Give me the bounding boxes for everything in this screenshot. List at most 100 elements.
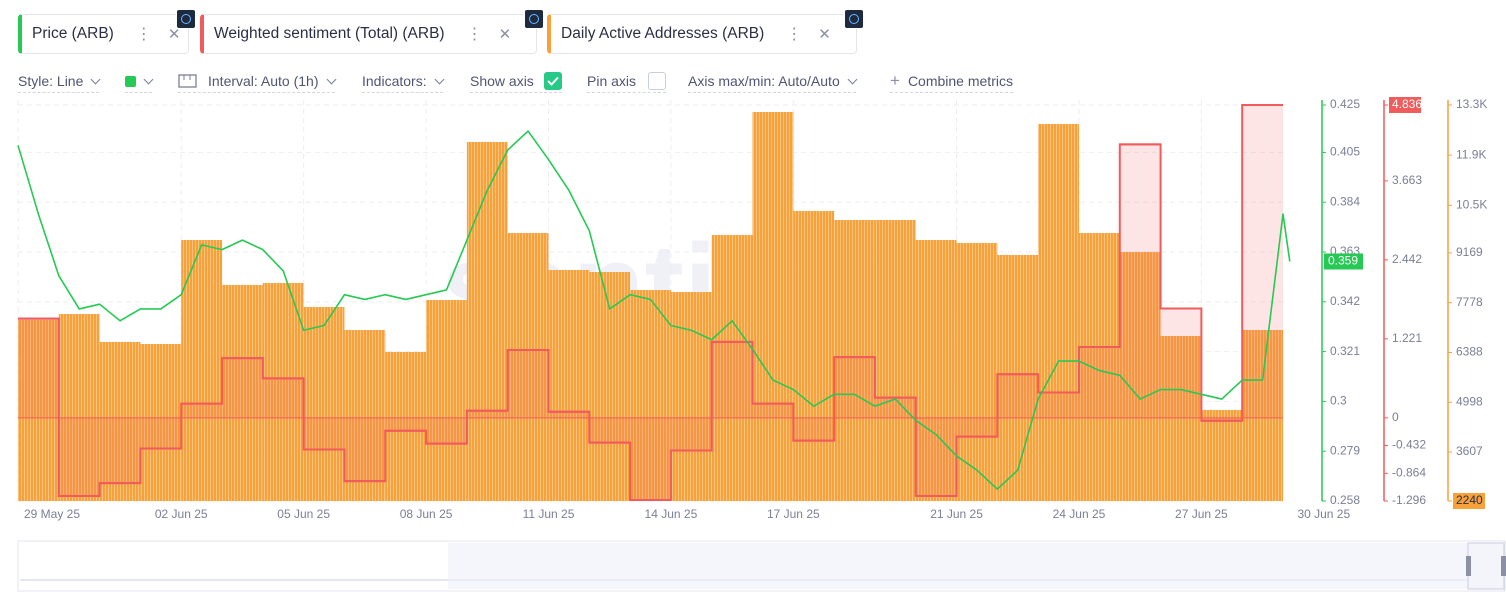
- color-dropdown[interactable]: [125, 70, 154, 93]
- bar: [589, 271, 631, 501]
- navigator-handle[interactable]: [1466, 556, 1471, 576]
- metric-label: Weighted sentiment (Total) (ARB): [214, 25, 445, 42]
- bar: [793, 210, 835, 501]
- bar: [1078, 233, 1120, 501]
- metric-label: Daily Active Addresses (ARB): [561, 25, 765, 42]
- bar: [222, 284, 263, 501]
- axis-range-dropdown[interactable]: Axis max/min: Auto/Auto: [688, 70, 858, 93]
- y-tick-label: 2240: [1456, 493, 1483, 507]
- navigator-handle[interactable]: [1501, 556, 1506, 576]
- label: Axis max/min: Auto/Auto: [688, 73, 840, 89]
- x-tick-label: 14 Jun 25: [645, 507, 698, 521]
- label: Style: Line: [18, 73, 84, 89]
- y-tick-label: 0.384: [1330, 194, 1360, 208]
- menu-icon[interactable]: ⋮: [135, 26, 152, 43]
- style-dropdown[interactable]: Style: Line: [18, 70, 101, 93]
- sentiment-area: [1119, 144, 1161, 418]
- sentiment-area: [834, 357, 875, 418]
- bar: [262, 282, 304, 501]
- menu-icon[interactable]: ⋮: [466, 26, 483, 43]
- tick-highlight: [1453, 493, 1485, 509]
- bar: [1201, 409, 1243, 501]
- sentiment-area: [18, 318, 59, 418]
- bar: [670, 292, 712, 501]
- y-tick-label: 0.342: [1330, 294, 1360, 308]
- bar: [426, 299, 467, 501]
- bar: [834, 220, 875, 501]
- x-tick-label: 30 Jun 25: [1297, 507, 1350, 521]
- sentiment-area: [303, 417, 345, 450]
- sentiment-area: [385, 417, 427, 431]
- checkbox[interactable]: [648, 72, 667, 90]
- checkbox-checked[interactable]: [543, 72, 562, 90]
- bar: [18, 320, 59, 501]
- axes: 0.4250.4050.3840.3630.3420.3210.30.2790.…: [24, 97, 1487, 521]
- combine-metrics-button[interactable]: + Combine metrics: [890, 70, 1013, 93]
- sentiment-area: [344, 417, 386, 482]
- label: Pin axis: [587, 73, 637, 89]
- bar: [874, 220, 916, 501]
- sentiment-area: [222, 358, 263, 418]
- bar: [997, 254, 1039, 501]
- y-tick-label: 0.279: [1330, 443, 1360, 457]
- chevron: [90, 74, 101, 84]
- sentiment-area: [181, 403, 223, 418]
- sentiment-area: [58, 417, 100, 497]
- metric-tab[interactable]: Daily Active Addresses (ARB) ⋮ ✕: [547, 9, 864, 54]
- metric-tab[interactable]: Weighted sentiment (Total) (ARB) ⋮ ✕: [200, 9, 544, 54]
- bar: [548, 269, 590, 501]
- bars: [18, 111, 1283, 502]
- x-tick-label: 05 Jun 25: [277, 507, 330, 521]
- x-tick-label: 24 Jun 25: [1053, 507, 1106, 521]
- y-tick-label: 2.442: [1392, 252, 1422, 266]
- y-tick-label: 3.663: [1392, 173, 1422, 187]
- y-tick-label: -0.864: [1392, 465, 1426, 479]
- close-icon[interactable]: ✕: [167, 26, 181, 43]
- sentiment-area: [99, 417, 141, 484]
- y-tick-label: 6388: [1456, 345, 1483, 359]
- check-icon: [547, 76, 559, 86]
- sentiment-area: [1242, 105, 1283, 418]
- show-axis-toggle[interactable]: Show axis: [470, 70, 562, 93]
- label: Show axis: [470, 73, 534, 89]
- bar: [915, 239, 957, 502]
- interval-dropdown[interactable]: Interval: Auto (1h): [178, 70, 336, 93]
- bar: [630, 290, 671, 501]
- sentiment-area: [466, 410, 508, 418]
- indicators-dropdown[interactable]: Indicators:: [362, 70, 445, 93]
- bar: [711, 235, 753, 501]
- sentiment-area: [589, 417, 631, 443]
- sentiment-area: [997, 374, 1039, 418]
- y-tick-label: 0.425: [1330, 97, 1360, 111]
- bar: [466, 141, 508, 501]
- x-tick-label: 11 Jun 25: [523, 507, 575, 521]
- navigator-selection[interactable]: [1467, 542, 1505, 590]
- x-tick-label: 17 Jun 25: [767, 507, 820, 521]
- bar: [507, 233, 549, 501]
- color-swatch: [125, 75, 136, 87]
- y-tick-label: 4.836: [1392, 97, 1422, 111]
- y-tick-label: -0.432: [1392, 438, 1426, 452]
- y-tick-label: 10.5K: [1456, 197, 1487, 211]
- x-tick-label: 02 Jun 25: [155, 507, 208, 521]
- close-icon[interactable]: ✕: [818, 26, 831, 43]
- bar: [303, 307, 345, 501]
- bar: [1038, 123, 1079, 501]
- plus-icon: +: [890, 71, 900, 90]
- menu-icon[interactable]: ⋮: [786, 26, 803, 43]
- close-icon[interactable]: ✕: [498, 26, 512, 43]
- metric-tab[interactable]: Price (ARB) ⋮ ✕: [18, 9, 196, 54]
- sentiment-area: [1201, 417, 1243, 421]
- sentiment-area: [1038, 392, 1079, 418]
- y-tick-label: 0.3: [1330, 394, 1347, 408]
- logo-badge: [844, 9, 864, 29]
- sentiment-area: [1160, 308, 1202, 418]
- logo-badge: [176, 9, 196, 29]
- bar: [1160, 336, 1202, 501]
- sentiment-area: [426, 417, 467, 444]
- bar: [181, 239, 223, 502]
- chevron: [143, 74, 154, 84]
- y-tick-label: 0.258: [1330, 493, 1360, 507]
- chevron: [326, 74, 336, 84]
- pin-axis-toggle[interactable]: Pin axis: [587, 70, 667, 93]
